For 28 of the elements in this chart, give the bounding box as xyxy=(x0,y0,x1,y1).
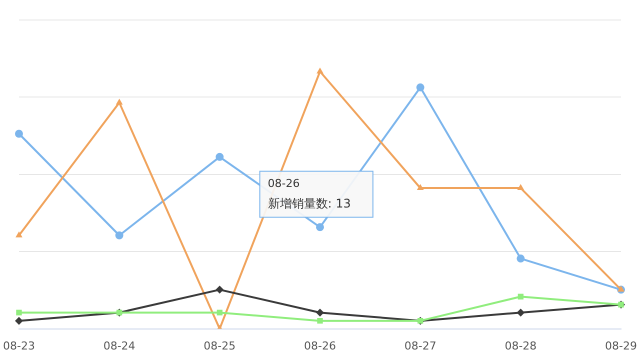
point xyxy=(316,223,324,232)
point xyxy=(316,67,324,74)
point xyxy=(216,310,222,316)
x-tick-label: 08-23 xyxy=(2,339,35,352)
point xyxy=(116,98,123,105)
x-tick-label: 08-29 xyxy=(605,339,638,352)
x-tick-label: 08-26 xyxy=(304,339,336,352)
x-tick-label: 08-28 xyxy=(504,339,537,352)
point xyxy=(16,231,22,238)
x-tick-label: 08-25 xyxy=(204,339,236,352)
annotation: 新增销量数: 13 xyxy=(268,196,351,210)
point xyxy=(317,318,323,324)
point xyxy=(16,310,22,316)
point xyxy=(216,286,224,294)
point xyxy=(14,130,23,138)
point xyxy=(115,231,124,240)
x-tick-label: 08-24 xyxy=(103,339,136,352)
annotation: 08-26 xyxy=(268,177,300,190)
point xyxy=(517,184,524,190)
point xyxy=(416,184,424,190)
point xyxy=(516,254,525,263)
point xyxy=(516,308,525,317)
point xyxy=(14,316,23,325)
point xyxy=(216,152,224,161)
x-tick-label: 08-27 xyxy=(404,339,436,352)
point xyxy=(518,294,524,300)
point xyxy=(316,308,324,317)
point xyxy=(416,83,424,92)
